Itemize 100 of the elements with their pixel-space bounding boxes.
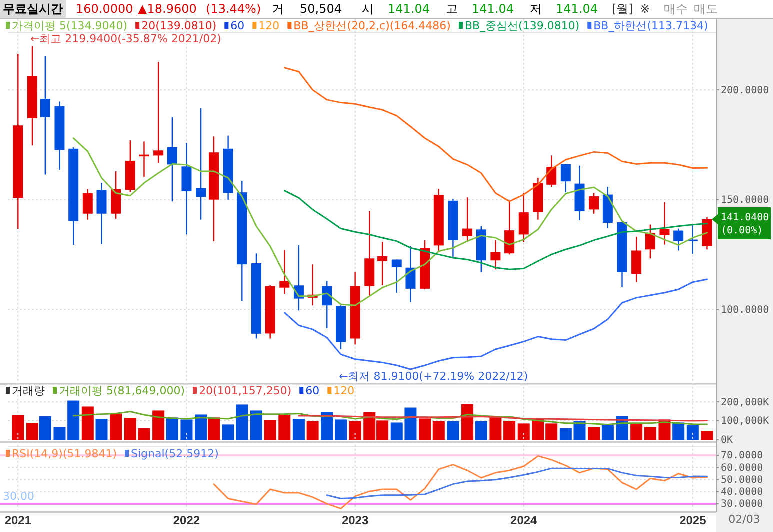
legend-label: BB_하한선(113.7134) [594,20,708,32]
bar [96,419,108,440]
candlestick [645,224,656,260]
annotation: ←최저 81.9100(+72.19% 2022/12) [338,370,528,383]
text: 저 [530,2,542,16]
legend-label: 60 [230,20,245,32]
text: 160.0000 [76,2,134,16]
candlestick [504,201,515,256]
y-tick-label: 70.0000 [721,450,764,462]
y-tick-label: 50.0000 [721,474,764,486]
text: 141.04 [388,2,430,16]
legend-label: 120 [258,20,280,32]
bar [672,422,685,440]
bar [432,421,445,440]
legend-label: RSI(14,9)(51.9841) [12,448,118,460]
x-tick-label: 2022 [173,514,200,528]
annotation: ←최고 219.9400(-35.87% 2021/02) [30,32,222,46]
candlestick [167,116,178,202]
text: 무료실시간 [3,2,63,16]
bar [278,415,291,440]
y-tick-label: 200.0000 [721,85,770,96]
candlestick [490,240,501,270]
bar [475,421,488,440]
x-tick-label: 2023 [342,514,369,528]
text: 거 [272,2,284,16]
y-tick-label: 0K [721,435,734,446]
bar [180,420,193,440]
text: 141.04 [472,2,514,16]
bar [292,419,305,440]
text: 고 [446,2,458,16]
text: 시 [362,2,374,16]
legend-label: 60 [306,384,320,398]
candlestick [462,197,473,242]
bar [462,404,474,440]
line-series [326,468,708,500]
candlestick [546,155,557,188]
text: 50,504 [300,2,342,16]
bar [518,424,530,440]
bar [602,425,614,440]
candlestick [154,62,164,164]
bar [644,427,656,440]
candlestick [406,246,416,303]
bar [208,418,220,440]
bar [306,421,319,440]
bar [26,423,38,440]
legend-label: 120 [334,384,355,398]
bar [334,420,347,440]
legend-label: 20(101,157,250) [199,384,292,398]
line-series [72,410,708,426]
text: (13.44%) [206,2,262,16]
bar [264,420,276,440]
series-label: 거래량 [12,384,45,398]
candlestick [40,55,50,176]
bar [195,414,208,440]
bar [504,421,516,440]
legend-label: 20(139.0810) [142,20,217,32]
y-tick-label: 30.0000 [721,499,764,510]
x-tick-label: 2024 [510,514,538,528]
candlestick [196,108,206,220]
bar [349,421,362,440]
bar [447,421,460,440]
y-tick-label: 100,000K [721,416,770,428]
bar [39,416,52,440]
candlestick [632,236,642,283]
bar [686,425,699,440]
x-tick-label: 2025 [680,514,707,528]
y-tick-label: 40.0000 [721,487,764,498]
text: 141.04 [556,2,598,16]
text: 매도 [694,2,718,16]
y-tick-label: 60.0000 [721,462,764,474]
candlestick [660,202,670,246]
legend-label: BB_상한선(20,2,c)(164.4486) [294,20,451,32]
bar [574,421,586,440]
candlestick [392,259,402,294]
legend-label: BB_중심선(139.0810) [464,20,580,32]
text: [월] [612,2,634,16]
bar [68,400,80,440]
bar [419,418,432,440]
text: ※ [640,2,650,16]
text: 매수 [664,2,688,16]
candlestick [96,182,107,245]
bar [560,428,572,440]
candlestick [378,241,388,286]
candlestick [82,188,93,220]
ref-line-label: 30.00 [3,490,34,503]
bar [166,418,178,440]
y-tick-label: 100.0000 [721,304,770,316]
candlestick [674,228,684,252]
legend-label: 거래이평 5(81,649,000) [59,384,186,398]
text: 141.0400 (0.00%) [721,212,770,236]
bar [630,424,643,440]
y-tick-label: 200,000K [721,397,770,408]
line-series [284,278,708,370]
text: 02/03 [728,513,760,526]
bar [321,412,334,440]
candlestick [518,192,529,243]
candlestick [280,250,290,295]
bar [701,431,714,440]
bar [490,417,502,440]
bar [54,427,66,440]
